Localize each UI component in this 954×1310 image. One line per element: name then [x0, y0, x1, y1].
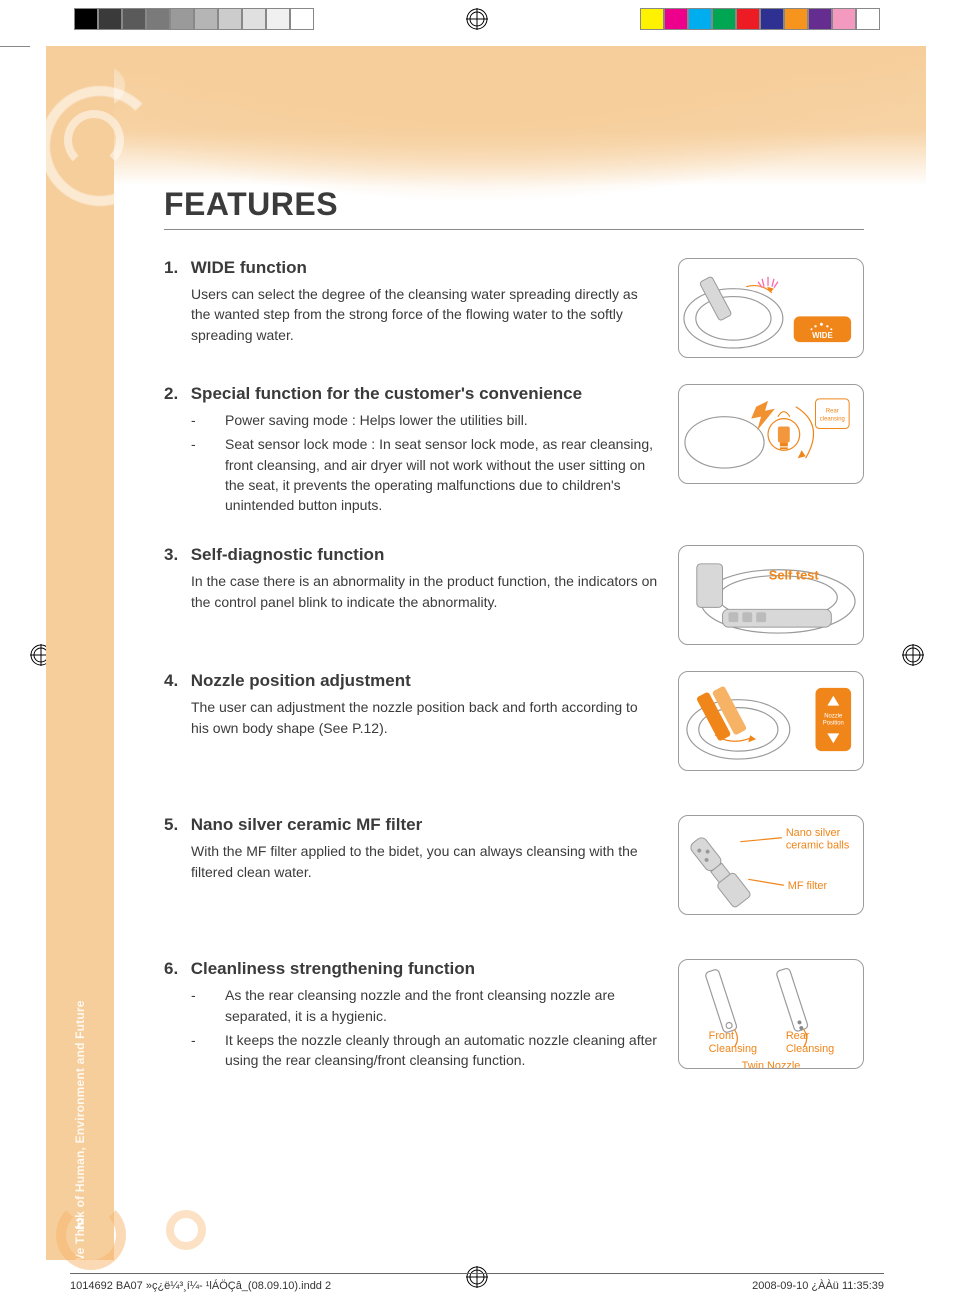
feature-bullet: -As the rear cleansing nozzle and the fr… — [191, 985, 658, 1026]
svg-text:Front: Front — [709, 1031, 734, 1043]
feature-illustration: Nozzle Position — [678, 671, 864, 771]
feature-bullet: -It keeps the nozzle cleanly through an … — [191, 1030, 658, 1071]
crop-line — [0, 46, 30, 47]
svg-text:cleansing: cleansing — [820, 417, 845, 423]
sidebar: We Think of Human, Environment and Futur… — [46, 46, 114, 1260]
feature-heading: 6. Cleanliness strengthening function — [164, 959, 658, 979]
feature-heading: 4. Nozzle position adjustment — [164, 671, 658, 691]
feature-body: With the MF filter applied to the bidet,… — [191, 841, 658, 882]
feature-bullet: -Seat sensor lock mode : In seat sensor … — [191, 434, 658, 515]
feature-body: Users can select the degree of the clean… — [191, 284, 658, 345]
feature-body: In the case there is an abnormality in t… — [191, 571, 658, 612]
page-title: FEATURES — [164, 186, 864, 230]
svg-text:Self test: Self test — [769, 568, 820, 583]
feature-illustration: Self test — [678, 545, 864, 645]
feature-heading: 5. Nano silver ceramic MF filter — [164, 815, 658, 835]
svg-text:Twin Nozzle: Twin Nozzle — [742, 1060, 801, 1069]
svg-text:ceramic balls: ceramic balls — [786, 840, 850, 852]
svg-text:Rear: Rear — [786, 1031, 810, 1043]
svg-text:Rear: Rear — [826, 409, 839, 415]
feature-body: The user can adjustment the nozzle posit… — [191, 697, 658, 738]
feature-5: 5. Nano silver ceramic MF filter With the… — [164, 815, 864, 915]
footer-file: 1014692 BA07 »ç¿ë¼³¸í¼- ¹lÁÖÇâ_(08.09.10… — [70, 1280, 331, 1292]
svg-text:Nozzle: Nozzle — [824, 714, 843, 720]
page-content: FEATURES 1. WIDE function Users can selec… — [164, 186, 864, 1250]
svg-text:MF filter: MF filter — [788, 881, 828, 893]
svg-text:Cleansing: Cleansing — [709, 1043, 757, 1055]
feature-illustration: Front Cleansing Rear Cleansing Twin Nozz… — [678, 959, 864, 1069]
print-footer: 1014692 BA07 »ç¿ë¼³¸í¼- ¹lÁÖÇâ_(08.09.10… — [70, 1273, 884, 1292]
feature-6: 6. Cleanliness strengthening function -As… — [164, 959, 864, 1074]
registration-mark-icon — [466, 8, 488, 30]
feature-illustration: WIDE — [678, 258, 864, 358]
feature-bullet: -Power saving mode : Helps lower the uti… — [191, 410, 658, 430]
footer-timestamp: 2008-09-10 ¿ÀÀü 11:35:39 — [752, 1280, 884, 1292]
registration-mark-icon — [902, 644, 924, 666]
svg-text:Position: Position — [823, 721, 844, 727]
feature-heading: 1. WIDE function — [164, 258, 658, 278]
feature-heading: 2. Special function for the customer's c… — [164, 384, 658, 404]
svg-text:WIDE: WIDE — [812, 331, 833, 340]
feature-heading: 3. Self-diagnostic function — [164, 545, 658, 565]
feature-illustration: Rear cleansing — [678, 384, 864, 484]
feature-4: 4. Nozzle position adjustment The user ca… — [164, 671, 864, 771]
feature-2: 2. Special function for the customer's c… — [164, 384, 864, 519]
feature-illustration: Nano silver ceramic balls MF filter — [678, 815, 864, 915]
feature-3: 3. Self-diagnostic function In the case t… — [164, 545, 864, 645]
svg-text:Nano silver: Nano silver — [786, 827, 841, 839]
svg-text:Cleansing: Cleansing — [786, 1043, 834, 1055]
feature-1: 1. WIDE function Users can select the deg… — [164, 258, 864, 358]
